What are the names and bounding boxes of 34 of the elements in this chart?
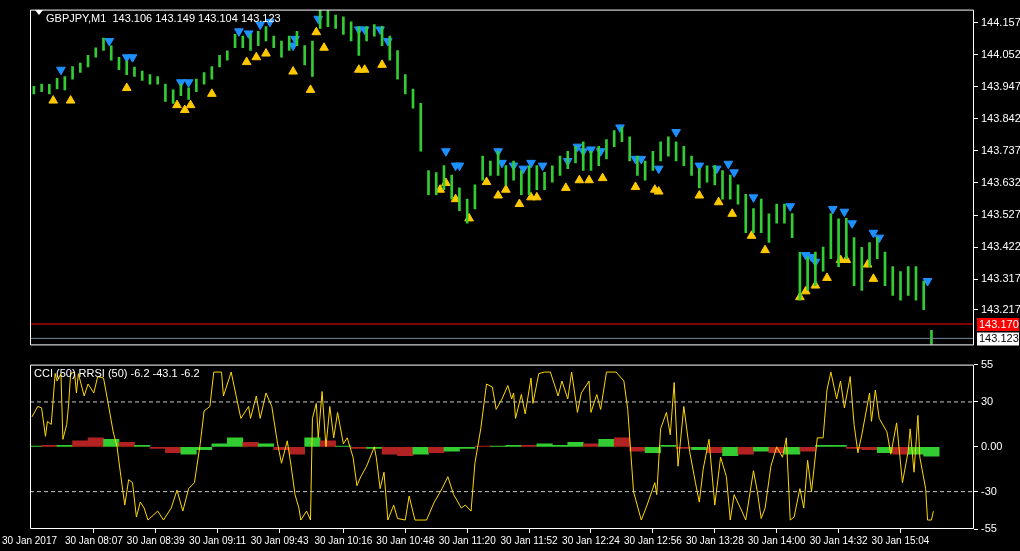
chart-title: GBPJPY,M1 143.106 143.149 143.104 143.123	[46, 12, 281, 25]
ref-line-label: 143.170	[979, 318, 1019, 331]
y-tick-label: 143.947	[981, 79, 1020, 92]
y-tick-label: 144.052	[981, 47, 1020, 60]
x-tick-label: 30 Jan 11:52	[500, 534, 559, 546]
y-tick-label: 143.317	[981, 272, 1020, 285]
y-tick-label: 55	[981, 357, 994, 370]
y-tick-label: 143.527	[981, 208, 1020, 221]
y-tick-label: 143.422	[981, 240, 1020, 253]
x-tick-label: 30 Jan 10:48	[376, 534, 435, 546]
x-tick-label: 30 Jan 13:28	[685, 534, 745, 546]
x-tick-label: 30 Jan 08:07	[64, 534, 124, 546]
y-tick-label: -30	[981, 484, 997, 497]
x-tick-label: 30 Jan 11:20	[438, 534, 497, 546]
y-tick-label: 143.217	[981, 302, 1020, 315]
x-tick-label: 30 Jan 14:32	[809, 534, 868, 546]
x-tick-label: 30 Jan 08:39	[126, 534, 186, 546]
x-tick-label: 30 Jan 12:56	[623, 534, 683, 546]
y-tick-label: 30	[981, 394, 994, 407]
ref-line-label: 143.123	[979, 332, 1019, 345]
y-tick-label: 143.737	[981, 143, 1020, 156]
x-tick-label: 30 Jan 14:00	[747, 534, 807, 546]
x-tick-label: 30 Jan 09:11	[189, 534, 247, 546]
y-tick-label: 0.00	[981, 439, 1003, 452]
x-tick-label: 30 Jan 10:16	[314, 534, 373, 546]
y-tick-label: 144.157	[981, 15, 1020, 28]
x-tick-label: 30 Jan 09:43	[250, 534, 309, 546]
y-tick-label: 143.842	[981, 111, 1020, 124]
x-tick-label: 30 Jan 15:04	[871, 534, 930, 546]
chart-title: CCI (50) RRSI (50) -6.2 -43.1 -6.2	[34, 367, 200, 380]
y-tick-label: 143.632	[981, 176, 1020, 189]
text: 30 Jan 2017	[2, 534, 58, 546]
y-tick-label: -55	[981, 522, 997, 535]
x-tick-label: 30 Jan 12:24	[562, 534, 621, 546]
